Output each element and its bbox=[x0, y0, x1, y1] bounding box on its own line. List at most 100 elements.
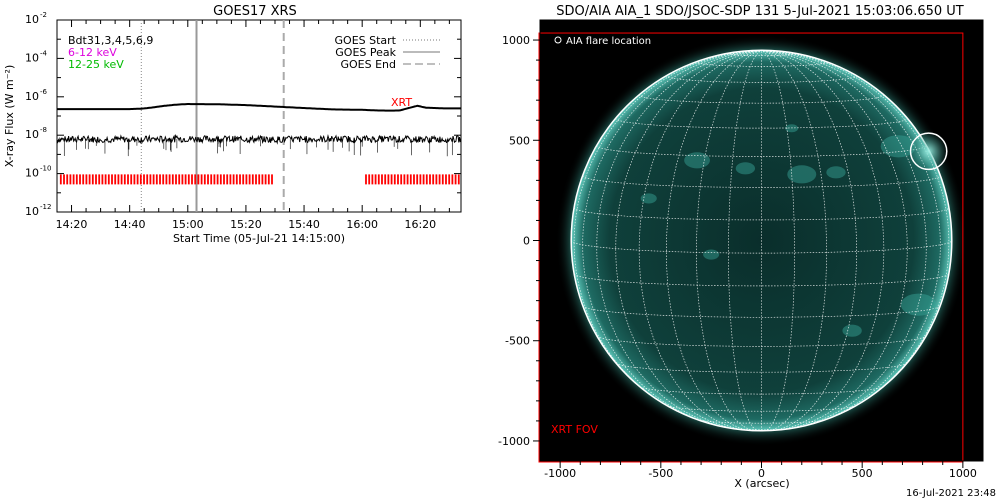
right-legend: GOES Start GOES Peak GOES End bbox=[335, 34, 440, 71]
image-y-tick-label: 1000 bbox=[502, 34, 530, 47]
xrt-bar bbox=[101, 174, 104, 185]
short-channel-noise bbox=[63, 138, 453, 157]
image-y-axis: 1000 500 0 -500 -1000 bbox=[498, 34, 540, 448]
legend-6-12kev: 6-12 keV bbox=[68, 46, 117, 59]
x-tick-label: 16:20 bbox=[404, 218, 436, 231]
footer-timestamp: 16-Jul-2021 23:48 bbox=[906, 488, 996, 499]
xrt-bar bbox=[133, 174, 136, 185]
y-tick-exponent: -8 bbox=[40, 126, 47, 134]
xrt-bar bbox=[390, 174, 393, 185]
xrt-annotation: XRT bbox=[391, 96, 412, 109]
grid-line bbox=[761, 50, 927, 430]
y-axis-label: X-ray Flux (W m⁻²) bbox=[3, 65, 16, 167]
active-region bbox=[735, 162, 756, 175]
xrt-bar bbox=[155, 174, 158, 185]
grid-line bbox=[615, 50, 762, 431]
y-tick-exponent: -12 bbox=[40, 203, 51, 211]
grid-line bbox=[761, 50, 795, 431]
legend-goes-peak: GOES Peak bbox=[335, 46, 396, 59]
xrt-bar bbox=[181, 174, 184, 185]
xrt-bar bbox=[445, 174, 447, 185]
xrt-bar bbox=[242, 174, 245, 185]
image-x-tick-label: -500 bbox=[648, 467, 673, 480]
x-tick-label: 15:20 bbox=[230, 218, 262, 231]
xrt-bar bbox=[85, 174, 88, 185]
active-region bbox=[684, 152, 710, 169]
image-x-axis: -1000 -500 0 500 1000 bbox=[544, 461, 977, 480]
series-long-channel bbox=[57, 103, 461, 112]
xrt-bar bbox=[251, 174, 254, 185]
flare-location-marker bbox=[909, 132, 948, 171]
xrt-bar bbox=[72, 174, 75, 185]
xrt-bar bbox=[213, 174, 216, 185]
image-x-tick-label: -1000 bbox=[544, 467, 576, 480]
xrt-bar bbox=[171, 174, 174, 185]
xrt-bar bbox=[104, 174, 107, 185]
grid-line bbox=[696, 50, 762, 431]
xrt-bar bbox=[368, 174, 371, 185]
xrt-bar bbox=[419, 174, 422, 185]
legend-12-25kev: 12-25 keV bbox=[68, 58, 124, 71]
xrt-bar bbox=[95, 174, 97, 185]
y-tick-exponent: -4 bbox=[40, 49, 48, 57]
xrt-bar bbox=[235, 174, 238, 185]
xrt-bar bbox=[184, 174, 187, 185]
image-y-tick-label: -500 bbox=[505, 335, 530, 348]
xrt-bar bbox=[245, 174, 248, 185]
xrt-bar bbox=[397, 174, 399, 185]
xrt-bar bbox=[75, 174, 78, 185]
xrt-bar bbox=[123, 174, 126, 185]
xrt-bar bbox=[454, 174, 457, 185]
xrt-fov-box bbox=[538, 32, 964, 463]
xrt-bar bbox=[409, 174, 412, 185]
xrt-bar bbox=[79, 174, 81, 185]
xrt-bar bbox=[255, 174, 257, 185]
xrt-bar bbox=[82, 174, 85, 185]
y-tick-label: 10 bbox=[25, 205, 39, 218]
y-tick-label: 10 bbox=[25, 167, 39, 180]
xrt-bar bbox=[88, 174, 91, 185]
xrt-bar bbox=[451, 174, 454, 185]
xrt-bar bbox=[197, 174, 200, 185]
xrt-bar bbox=[168, 174, 171, 185]
xrt-bar bbox=[435, 174, 438, 185]
xrt-bar bbox=[377, 174, 380, 185]
xrt-bar bbox=[210, 174, 213, 185]
grid-line bbox=[697, 419, 826, 424]
y-tick-exponent: -10 bbox=[40, 165, 51, 173]
xrt-bar bbox=[374, 174, 377, 185]
active-region bbox=[640, 193, 657, 204]
y-tick-exponent: -6 bbox=[40, 88, 48, 96]
xrt-bar bbox=[400, 174, 403, 185]
xrt-bar bbox=[59, 174, 62, 185]
grid-line bbox=[761, 50, 941, 428]
xrt-bar bbox=[432, 174, 435, 185]
xrt-bar bbox=[191, 174, 193, 185]
xrt-bar bbox=[69, 174, 72, 185]
x-tick-label: 14:20 bbox=[56, 218, 88, 231]
xrt-bar bbox=[393, 174, 396, 185]
image-y-tick-label: 500 bbox=[509, 134, 530, 147]
xrt-bar bbox=[149, 174, 152, 185]
xrt-bar bbox=[248, 174, 251, 185]
xrt-bar bbox=[203, 174, 206, 185]
y-tick-label: 10 bbox=[25, 128, 39, 141]
legend-goes-end: GOES End bbox=[340, 58, 396, 71]
xrt-bar bbox=[98, 174, 101, 185]
x-axis: 14:20 14:40 15:00 15:20 15:40 16:00 16:20 bbox=[56, 20, 450, 231]
xrt-bar bbox=[226, 174, 229, 185]
xrt-bar bbox=[223, 174, 225, 185]
grid-line bbox=[761, 50, 950, 419]
xrt-bar bbox=[264, 174, 267, 185]
xrt-bar bbox=[387, 174, 390, 185]
xrt-bar bbox=[429, 174, 431, 185]
xrt-bar bbox=[219, 174, 222, 185]
xrt-bar bbox=[422, 174, 425, 185]
image-title: SDO/AIA AIA_1 SDO/JSOC-SDP 131 5-Jul-202… bbox=[556, 4, 964, 19]
xrt-bar bbox=[406, 174, 409, 185]
xrt-bar bbox=[239, 174, 241, 185]
xrt-bar bbox=[229, 174, 232, 185]
image-x-tick-label: 500 bbox=[852, 467, 873, 480]
